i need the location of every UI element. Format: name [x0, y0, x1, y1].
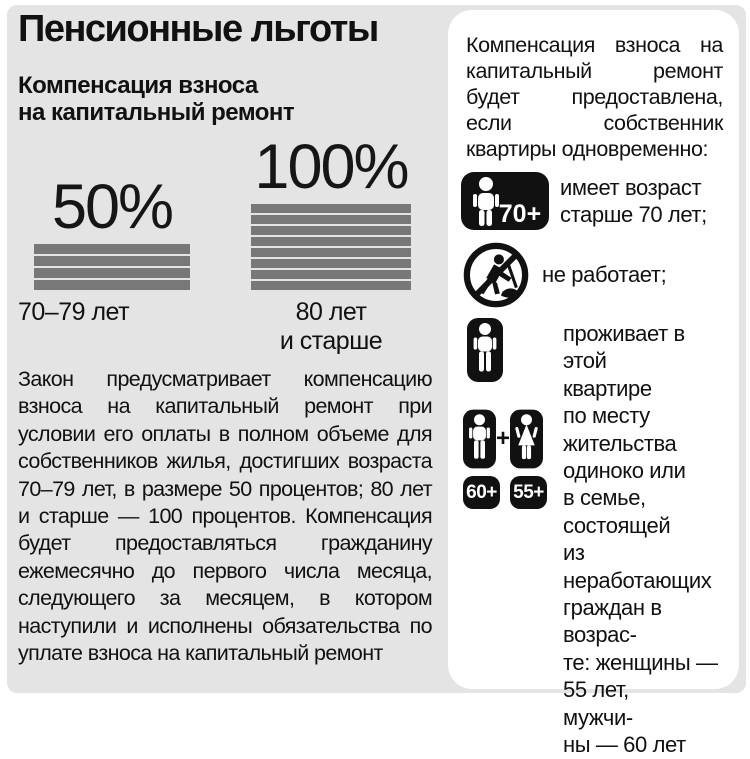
chart-subtitle: Компенсация взноса на капитальный ремонт [18, 72, 295, 126]
category-label-70-79: 70–79 лет [18, 298, 130, 326]
condition-text-family: одиноко или в семье, состоящей из нерабо… [563, 458, 718, 758]
law-paragraph: Закон предусматривает компенсацию взноса… [18, 367, 433, 666]
bar-stripe [34, 280, 190, 290]
resident-man-icon [467, 318, 503, 382]
bar-stripe [251, 248, 411, 257]
condition-item-no-work: не работает; [463, 242, 726, 308]
percent-label-50: 50% [51, 172, 174, 242]
man-icon [463, 409, 496, 469]
bar-stripe [251, 281, 411, 290]
condition-item-age: 70+ имеет возраст старше 70 лет; [461, 172, 726, 230]
condition-text-residence: проживает в этой квартире по месту жител… [563, 321, 685, 456]
page-background: { "colors": { "background": "#e4e4e4", "… [7, 5, 746, 758]
residence-icons-column: + 60+ 55+ [461, 318, 555, 509]
condition-text-no-work: не работает; [542, 262, 667, 288]
svg-text:70+: 70+ [499, 200, 541, 228]
bar-stack-100 [251, 204, 411, 292]
bar-stripe [251, 215, 411, 224]
age-badge-60: 60+ [463, 476, 500, 509]
category-label-80plus: 80 лет и старше [279, 298, 383, 355]
condition-text-age: имеет возраст старше 70 лет; [560, 174, 707, 227]
bar-stripe [251, 237, 411, 246]
bar-stripe [251, 226, 411, 235]
bar-stripe [34, 268, 190, 278]
residence-text-column: проживает в этой квартире по месту жител… [563, 318, 726, 759]
man-plus-woman-icon: + 60+ 55+ [463, 408, 555, 509]
bar-stripe [251, 204, 411, 213]
age-badge-55: 55+ [510, 476, 547, 509]
plus-sign: + [496, 425, 511, 452]
bar-stripe [34, 256, 190, 266]
bar-stack-50 [34, 244, 190, 292]
conditions-panel: Компенсация взноса на капитальный ремонт… [448, 10, 739, 757]
woman-icon [510, 409, 543, 469]
no-work-icon [463, 242, 529, 308]
bar-stripe [251, 270, 411, 279]
percent-label-100: 100% [254, 132, 409, 202]
bar-group-70-79: 50% 70–79 лет [18, 174, 213, 354]
left-column: Пенсионные льготы Компенсация взноса на … [18, 8, 436, 689]
condition-item-residence: + 60+ 55+ прожива [461, 318, 726, 759]
bar-stripe [34, 244, 190, 254]
compensation-bar-chart: 50% 70–79 лет 100% 80 лет и старше [18, 132, 436, 355]
page-title: Пенсионные льготы [18, 8, 379, 50]
bar-group-80plus: 100% 80 лет и старше [227, 132, 435, 355]
bar-stripe [251, 259, 411, 268]
man-70plus-icon: 70+ [461, 172, 549, 230]
panel-intro: Компенсация взноса на капитальный ремонт… [466, 33, 723, 161]
